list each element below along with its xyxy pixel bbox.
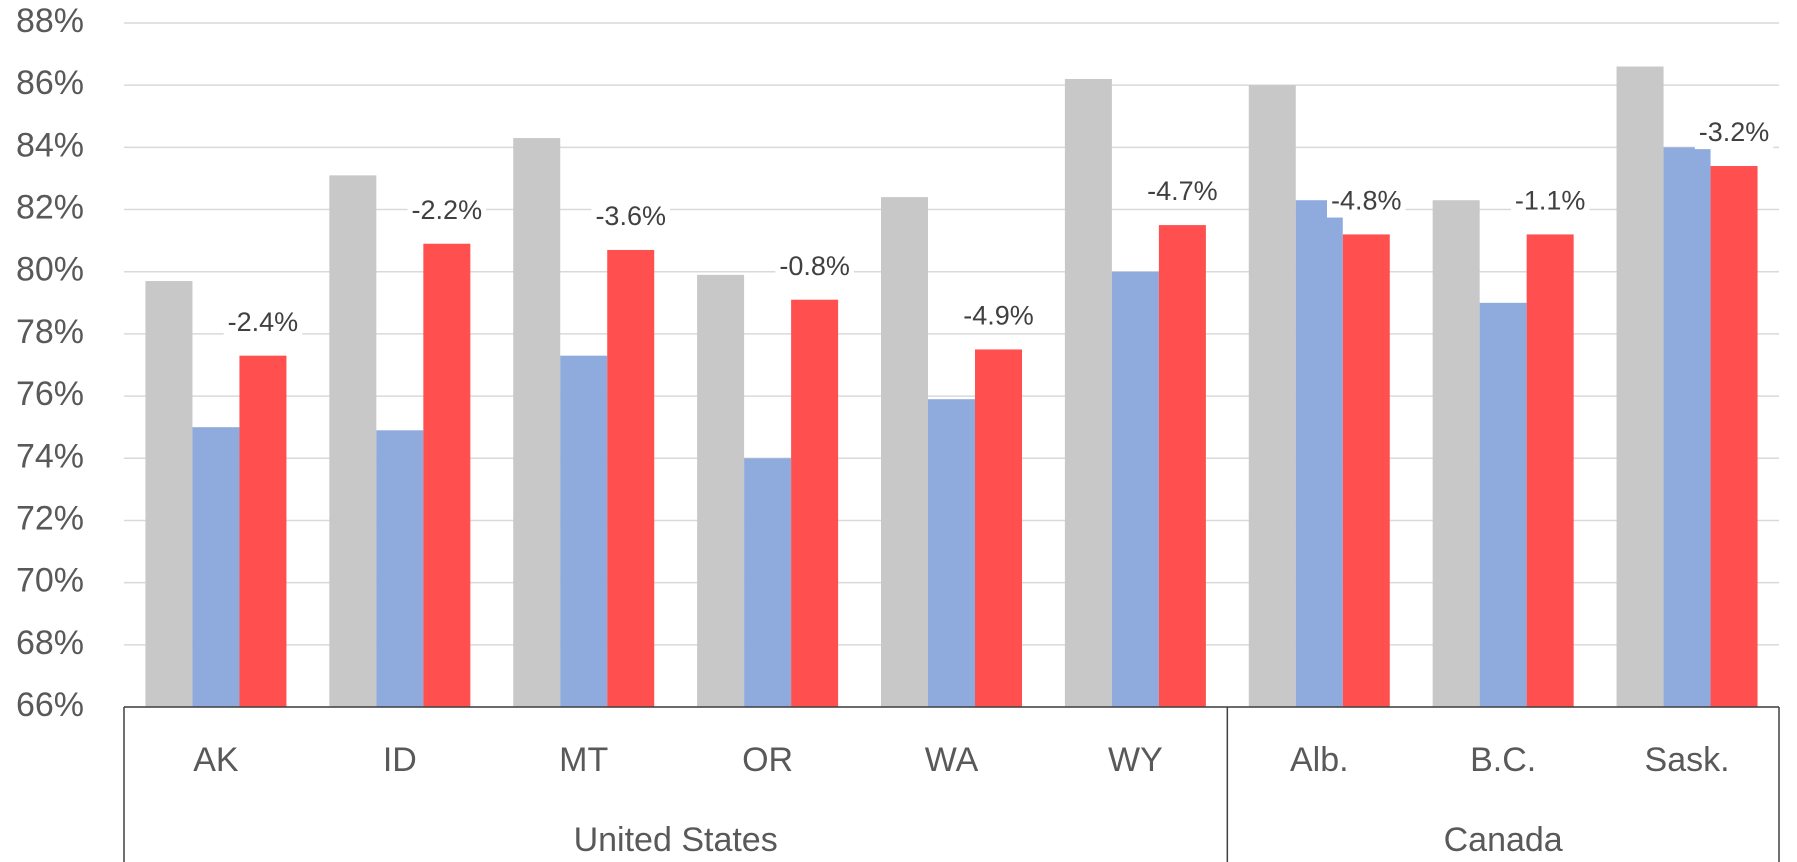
bar: [744, 458, 792, 707]
annotation: -4.8%: [1331, 186, 1402, 216]
annotation-background: [407, 192, 487, 227]
annotation-background: [1327, 183, 1406, 218]
annotation: -0.8%: [779, 251, 850, 281]
annotation-background: [1694, 115, 1774, 150]
annotation: -4.7%: [1147, 176, 1218, 206]
annotation: -3.2%: [1699, 117, 1770, 147]
bar: [145, 281, 193, 707]
x-tick-label: ID: [383, 741, 417, 779]
y-tick-label: 76%: [16, 375, 84, 413]
x-tick-label: B.C.: [1470, 741, 1536, 779]
annotation: -2.4%: [228, 307, 299, 337]
annotation: -2.2%: [412, 195, 483, 225]
bar: [192, 427, 240, 707]
bar: [1111, 271, 1159, 707]
group-label: Canada: [1444, 821, 1563, 859]
annotation-background: [591, 199, 670, 234]
bar: [791, 299, 839, 707]
bar: [1248, 85, 1296, 707]
group-label: United States: [574, 821, 778, 859]
bar: [423, 243, 471, 707]
y-tick-label: 86%: [16, 64, 84, 102]
annotation: -4.9%: [963, 301, 1034, 331]
bar: [975, 349, 1022, 707]
x-tick-label: WY: [1108, 741, 1163, 779]
annotation-background: [1510, 183, 1590, 218]
bar: [928, 399, 975, 707]
annotation: -3.6%: [595, 201, 666, 231]
bar: [1663, 147, 1711, 707]
bar: [1342, 234, 1390, 707]
x-tick-label: WA: [925, 741, 979, 779]
y-tick-label: 88%: [16, 2, 84, 40]
x-tick-label: Alb.: [1290, 741, 1349, 779]
y-tick-label: 70%: [16, 562, 84, 600]
y-tick-label: 68%: [16, 624, 84, 662]
x-tick-label: MT: [559, 741, 608, 779]
y-tick-label: 80%: [16, 251, 84, 289]
annotation-background: [775, 248, 854, 283]
bar: [1158, 225, 1206, 707]
annotation-background: [1143, 174, 1222, 209]
y-tick-label: 84%: [16, 126, 84, 164]
y-tick-label: 78%: [16, 313, 84, 351]
x-tick-label: AK: [193, 741, 239, 779]
bar: [1616, 66, 1664, 707]
bar: [697, 274, 745, 707]
annotation-background: [959, 298, 1038, 333]
x-tick-label: Sask.: [1645, 741, 1730, 779]
y-tick-label: 66%: [16, 686, 84, 724]
x-tick-label: OR: [742, 741, 793, 779]
bar: [1710, 166, 1758, 707]
bar: [607, 249, 655, 708]
bar: [1295, 200, 1343, 707]
bar: [329, 175, 377, 707]
y-tick-label: 82%: [16, 189, 84, 227]
bar: [881, 197, 928, 708]
bar: [376, 430, 424, 707]
bar: [1064, 78, 1112, 708]
annotation: -1.1%: [1515, 186, 1586, 216]
y-tick-label: 74%: [16, 437, 84, 475]
y-tick-label: 72%: [16, 499, 84, 537]
bar: [560, 355, 608, 707]
bar: [1479, 302, 1527, 707]
bar: [239, 355, 287, 707]
bar: [1526, 234, 1574, 707]
bar: [513, 138, 561, 707]
annotation-background: [223, 304, 303, 339]
bar: [1432, 200, 1480, 707]
